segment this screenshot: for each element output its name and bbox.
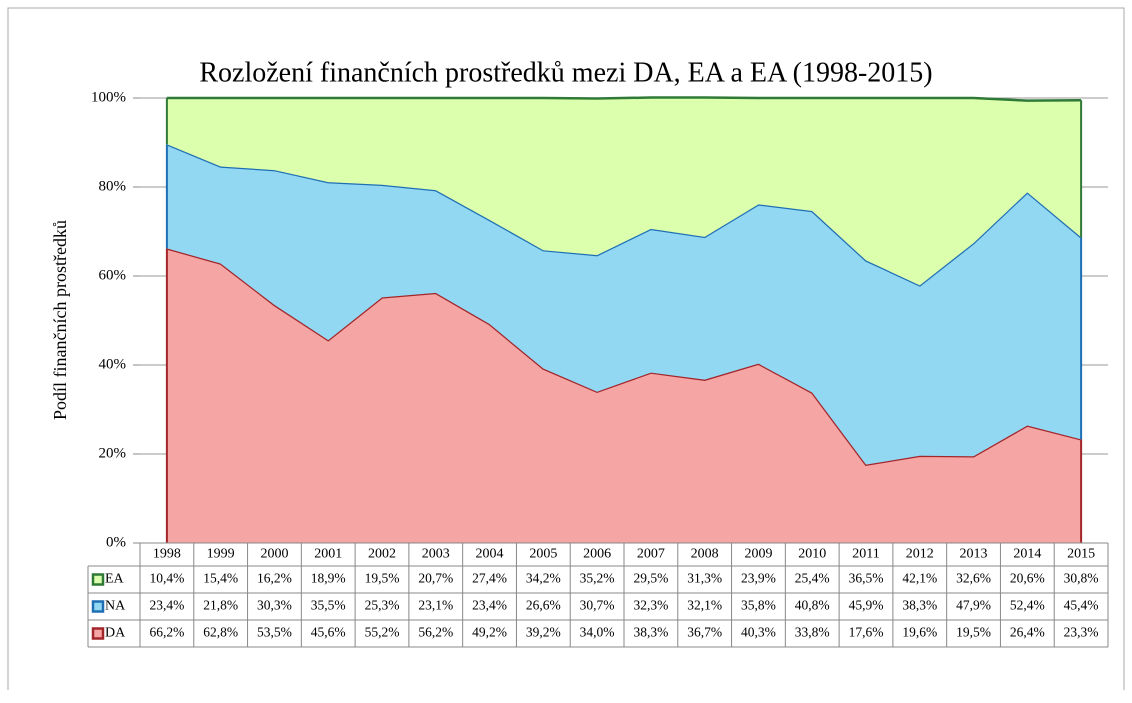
table-value: 39,2% [526, 625, 561, 640]
x-tick-label: 2013 [960, 547, 988, 562]
table-value: 18,9% [311, 571, 346, 586]
x-tick-label: 2002 [368, 547, 396, 562]
legend-key [91, 600, 105, 613]
area-line [166, 96, 1082, 102]
x-tick-label: 2010 [798, 547, 826, 562]
y-tick-label: 0% [106, 534, 126, 550]
x-tick-label: 2003 [422, 547, 450, 562]
table-value: 45,6% [311, 625, 346, 640]
table-value: 34,0% [580, 625, 615, 640]
table-value: 34,2% [526, 571, 561, 586]
table-value: 23,1% [418, 598, 453, 613]
x-tick-label: 2008 [691, 547, 719, 562]
table-value: 30,8% [1064, 571, 1099, 586]
table-value: 53,5% [257, 625, 292, 640]
table-value: 42,1% [902, 571, 937, 586]
legend-key [91, 573, 105, 586]
chart-title: Rozložení finančních prostředků mezi DA,… [199, 57, 932, 88]
table-value: 45,4% [1064, 598, 1099, 613]
x-tick-label: 2001 [314, 547, 342, 562]
y-tick-label: 80% [99, 178, 127, 194]
x-tick-label: 2014 [1013, 547, 1041, 562]
table-value: 32,6% [956, 571, 991, 586]
y-axis-label: Podíl finančních prostředků [50, 220, 70, 420]
table-value: 47,9% [956, 598, 991, 613]
table-value: 19,6% [902, 625, 937, 640]
table-value: 35,8% [741, 598, 776, 613]
table-value: 38,3% [902, 598, 937, 613]
table-value: 30,7% [580, 598, 615, 613]
y-tick-label: 40% [99, 356, 127, 372]
x-tick-label: 1999 [207, 547, 235, 562]
table-value: 31,3% [687, 571, 722, 586]
table-value: 40,3% [741, 625, 776, 640]
table-value: 62,8% [203, 625, 238, 640]
table-value: 20,6% [1010, 571, 1045, 586]
table-value: 32,1% [687, 598, 722, 613]
table-value: 29,5% [633, 571, 668, 586]
table-value: 33,8% [795, 625, 830, 640]
legend-label: DA [105, 626, 126, 641]
x-tick-label: 2005 [529, 547, 557, 562]
area [166, 144, 1082, 465]
table-value: 66,2% [149, 625, 184, 640]
x-tick-label: 2015 [1067, 547, 1095, 562]
table-value: 49,2% [472, 625, 507, 640]
table-value: 26,4% [1010, 625, 1045, 640]
table-value: 23,4% [149, 598, 184, 613]
x-tick-label: 2011 [852, 547, 879, 562]
x-tick-label: 2000 [260, 547, 288, 562]
table-value: 19,5% [956, 625, 991, 640]
area [166, 97, 1082, 286]
table-value: 35,2% [580, 571, 615, 586]
table-value: 15,4% [203, 571, 238, 586]
x-tick-label: 2006 [583, 547, 611, 562]
y-tick-label: 100% [91, 89, 126, 105]
table-value: 36,7% [687, 625, 722, 640]
legend-key [91, 627, 105, 640]
table-value: 26,6% [526, 598, 561, 613]
table-value: 36,5% [849, 571, 884, 586]
x-tick-label: 2007 [637, 547, 665, 562]
table-value: 45,9% [849, 598, 884, 613]
table-value: 56,2% [418, 625, 453, 640]
table-value: 55,2% [365, 625, 400, 640]
table-value: 32,3% [633, 598, 668, 613]
table-value: 52,4% [1010, 598, 1045, 613]
table-value: 20,7% [418, 571, 453, 586]
table-value: 19,5% [365, 571, 400, 586]
table-value: 25,4% [795, 571, 830, 586]
table-value: 23,4% [472, 598, 507, 613]
table-value: 16,2% [257, 571, 292, 586]
table-value: 30,3% [257, 598, 292, 613]
table-value: 38,3% [633, 625, 668, 640]
x-tick-label: 2009 [744, 547, 772, 562]
table-value: 40,8% [795, 598, 830, 613]
x-tick-label: 1998 [153, 547, 181, 562]
legend-label: EA [105, 572, 125, 587]
table-value: 21,8% [203, 598, 238, 613]
table-value: 23,9% [741, 571, 776, 586]
table-value: 27,4% [472, 571, 507, 586]
x-tick-label: 2004 [476, 547, 504, 562]
table-value: 10,4% [149, 571, 184, 586]
table-value: 35,5% [311, 598, 346, 613]
x-tick-label: 2012 [906, 547, 934, 562]
chart-border [7, 7, 1125, 690]
legend-label: NA [105, 599, 126, 614]
table-value: 17,6% [849, 625, 884, 640]
table-value: 25,3% [365, 598, 400, 613]
table-value: 23,3% [1064, 625, 1099, 640]
y-tick-label: 60% [99, 267, 127, 283]
area [166, 248, 1082, 543]
y-tick-label: 20% [99, 445, 127, 461]
